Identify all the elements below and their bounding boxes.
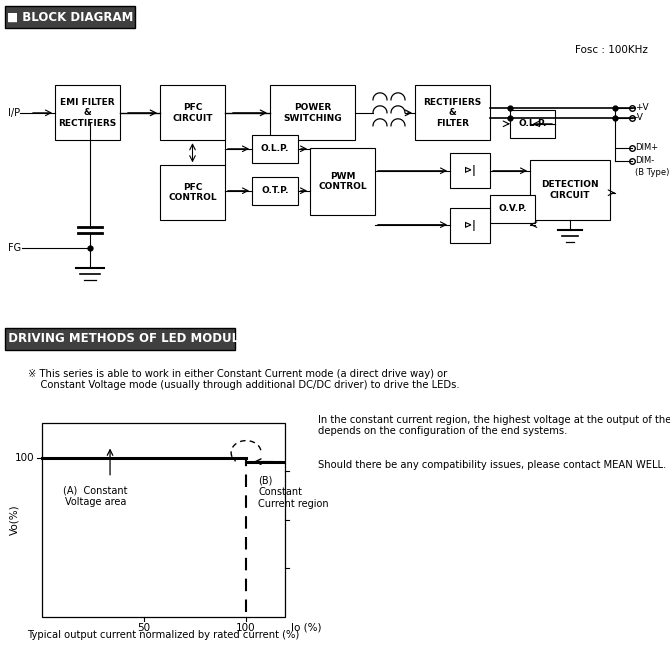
Bar xyxy=(490,195,535,223)
Bar xyxy=(55,85,120,140)
Bar xyxy=(270,85,355,140)
Bar xyxy=(510,110,555,138)
Text: (A)  Constant
Voltage area: (A) Constant Voltage area xyxy=(63,486,128,507)
Text: +V: +V xyxy=(635,103,649,112)
Text: ■ BLOCK DIAGRAM: ■ BLOCK DIAGRAM xyxy=(7,10,133,23)
Bar xyxy=(252,177,298,204)
Text: PFC
CIRCUIT: PFC CIRCUIT xyxy=(172,103,213,123)
Text: ⊳|: ⊳| xyxy=(464,220,476,231)
Bar xyxy=(450,153,490,188)
Text: RECTIFIERS
&
FILTER: RECTIFIERS & FILTER xyxy=(423,98,482,128)
Text: DIM-: DIM- xyxy=(635,156,654,165)
Text: Typical output current normalized by rated current (%): Typical output current normalized by rat… xyxy=(27,630,299,640)
Text: POWER
SWITCHING: POWER SWITCHING xyxy=(283,103,342,123)
Text: Should there be any compatibility issues, please contact MEAN WELL.: Should there be any compatibility issues… xyxy=(318,460,666,470)
Bar xyxy=(160,85,225,140)
Text: Vo(%): Vo(%) xyxy=(9,504,19,535)
Text: PFC
CONTROL: PFC CONTROL xyxy=(168,183,217,203)
Text: Fosc : 100KHz: Fosc : 100KHz xyxy=(575,45,648,55)
Text: 100: 100 xyxy=(14,453,34,462)
Text: FG: FG xyxy=(8,243,21,253)
Bar xyxy=(5,6,135,28)
Text: I/P: I/P xyxy=(8,108,20,118)
Text: DIM+: DIM+ xyxy=(635,143,658,152)
Text: O.T.P.: O.T.P. xyxy=(261,186,289,195)
Text: ※ This series is able to work in either Constant Current mode (a direct drive wa: ※ This series is able to work in either … xyxy=(28,368,460,390)
Text: ⊳|: ⊳| xyxy=(464,164,476,175)
Text: DETECTION
CIRCUIT: DETECTION CIRCUIT xyxy=(541,180,599,200)
Bar xyxy=(5,328,235,350)
Bar xyxy=(42,422,285,617)
Text: O.L.P.: O.L.P. xyxy=(519,119,547,128)
Text: EMI FILTER
&
RECTIFIERS: EMI FILTER & RECTIFIERS xyxy=(58,98,117,128)
Text: O.V.P.: O.V.P. xyxy=(498,204,527,213)
Bar xyxy=(450,208,490,243)
Bar xyxy=(160,165,225,220)
Text: PWM
CONTROL: PWM CONTROL xyxy=(318,172,366,191)
Bar xyxy=(530,160,610,220)
Bar xyxy=(252,135,298,163)
Text: -V: -V xyxy=(635,114,644,123)
Text: 50: 50 xyxy=(137,623,151,633)
Text: (B Type): (B Type) xyxy=(635,168,669,177)
Text: (B)
Constant
Current region: (B) Constant Current region xyxy=(258,475,329,509)
Bar xyxy=(310,148,375,215)
Text: Io (%): Io (%) xyxy=(291,623,322,633)
Text: O.L.P.: O.L.P. xyxy=(261,144,289,154)
Bar xyxy=(415,85,490,140)
Text: In the constant current region, the highest voltage at the output of the driver
: In the constant current region, the high… xyxy=(318,415,670,436)
Text: 100: 100 xyxy=(237,623,256,633)
Text: ■ DRIVING METHODS OF LED MODULE: ■ DRIVING METHODS OF LED MODULE xyxy=(0,332,247,345)
